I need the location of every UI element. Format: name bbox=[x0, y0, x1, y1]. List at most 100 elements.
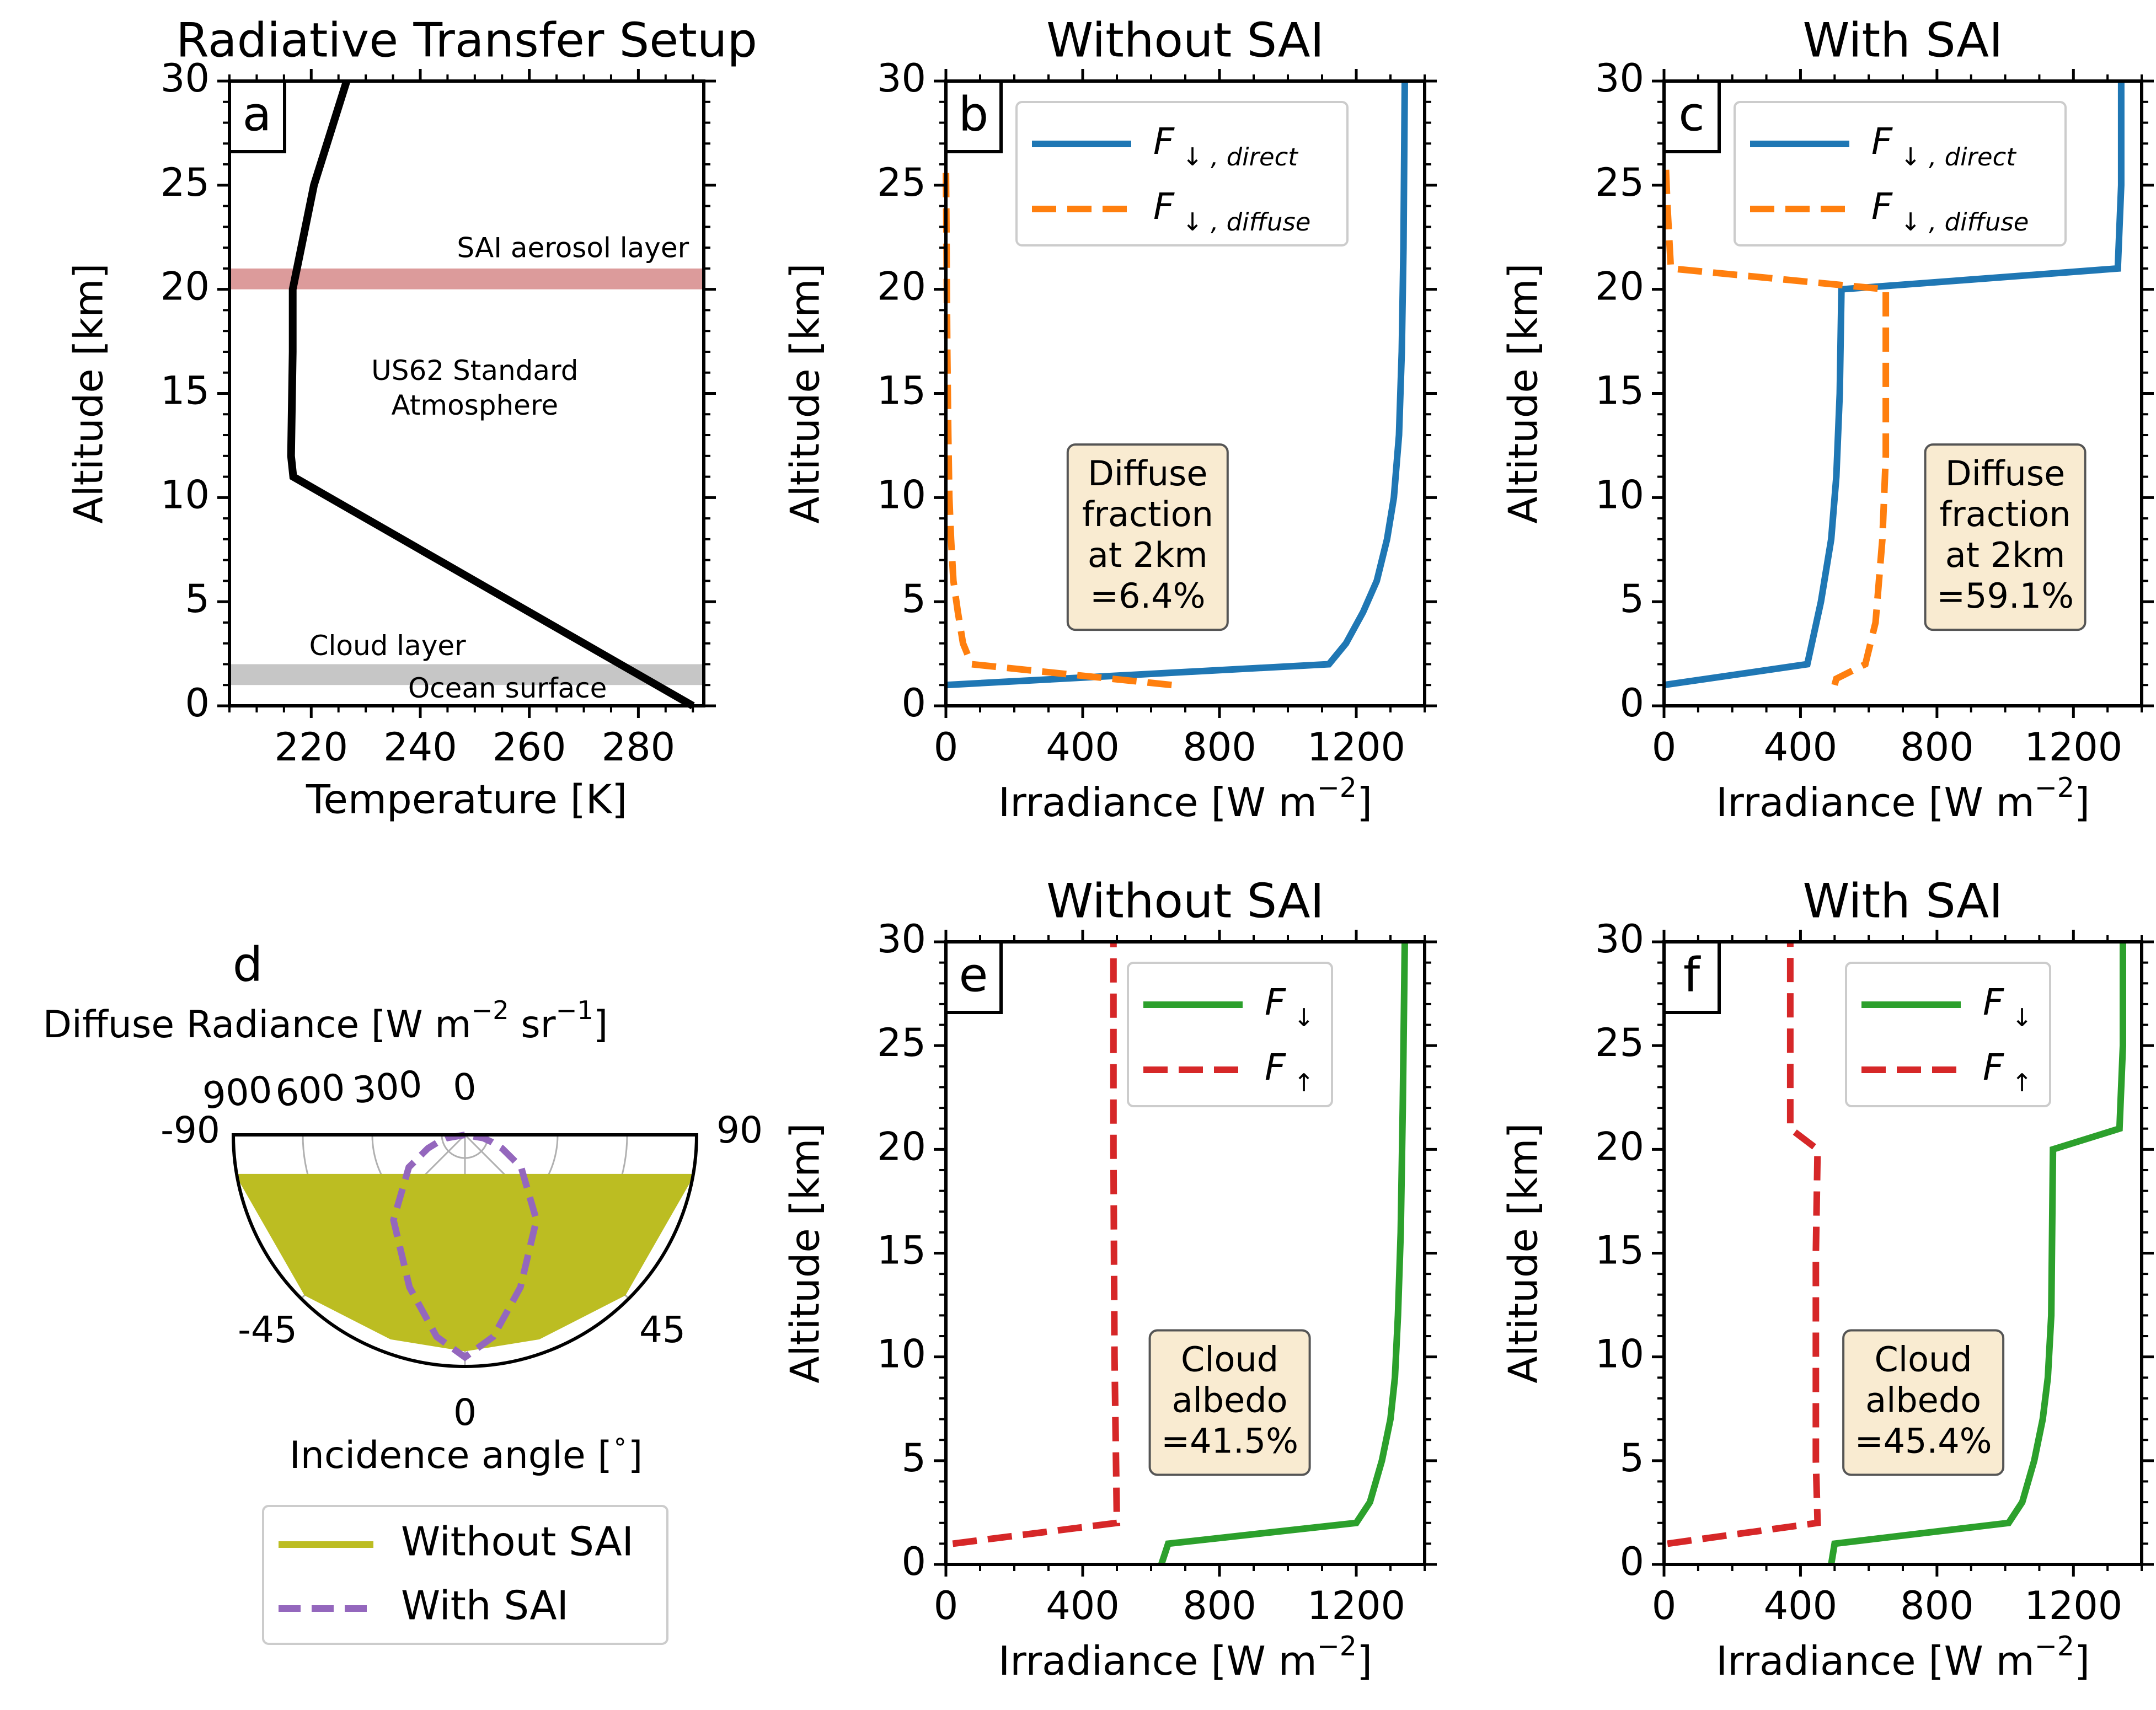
label-part: −2 bbox=[2035, 772, 2074, 803]
panel-title: Without SAI bbox=[1046, 13, 1324, 68]
y-tick-label: 5 bbox=[901, 576, 926, 621]
annotation-text: =59.1% bbox=[1936, 576, 2074, 616]
panel-letter: d bbox=[233, 937, 263, 992]
y-tick-label: 20 bbox=[1595, 264, 1644, 309]
label-part: Incidence angle [ bbox=[290, 1434, 612, 1477]
y-tick-label: 5 bbox=[185, 576, 210, 621]
cloud-layer-label: Cloud layer bbox=[309, 630, 467, 662]
series-line-f bbox=[1828, 942, 2126, 1565]
x-axis-label: Irradiance [W m−2] bbox=[998, 772, 1372, 825]
angle-tick-label: -90 bbox=[161, 1109, 220, 1151]
y-tick-label: 0 bbox=[901, 680, 926, 726]
label-part: Diffuse Radiance [W m bbox=[43, 1003, 472, 1047]
x-tick-label: 1200 bbox=[2024, 1583, 2122, 1628]
y-tick-label: 10 bbox=[1595, 472, 1644, 517]
annotation-text: albedo bbox=[1172, 1380, 1288, 1420]
x-tick-label: 0 bbox=[934, 725, 959, 770]
legend-label-base: F bbox=[1265, 1046, 1286, 1089]
radial-tick-label: 0 bbox=[451, 1065, 479, 1109]
legend-label: With SAI bbox=[401, 1583, 569, 1629]
radial-tick-label: 900 bbox=[201, 1068, 274, 1118]
y-tick-label: 20 bbox=[1595, 1124, 1644, 1169]
annotation-text: at 2km bbox=[1945, 535, 2066, 575]
legend-box bbox=[1734, 101, 2067, 246]
x-tick-label: 1200 bbox=[1307, 725, 1405, 770]
panel-title: With SAI bbox=[1803, 873, 2003, 929]
x-tick-label: 1200 bbox=[1307, 1583, 1405, 1628]
legend-box bbox=[1015, 101, 1349, 246]
y-axis-label: Altitude [km] bbox=[1500, 1123, 1547, 1383]
panel-c: 0 400 800 1200 0 5 10 15 20 25 30 With SAI Altitude … bbox=[1500, 13, 2154, 825]
x-tick-label: 800 bbox=[1900, 725, 1974, 770]
y-tick-label: 20 bbox=[161, 264, 210, 309]
y-tick-label: 30 bbox=[877, 916, 926, 962]
annotation-text: Diffuse bbox=[1945, 453, 2065, 494]
x-tick-label: 0 bbox=[1652, 725, 1677, 770]
legend-label-sub: ↓ bbox=[2004, 1003, 2032, 1032]
y-tick-label: 0 bbox=[1619, 680, 1644, 726]
y-tick-label: 25 bbox=[877, 160, 926, 205]
x-tick-label: 0 bbox=[1652, 1583, 1677, 1628]
legend-label: F ↓ bbox=[1265, 981, 1314, 1032]
x-tick-label: 800 bbox=[1183, 1583, 1256, 1628]
label-part: Irradiance [W m bbox=[1716, 1638, 2035, 1684]
x-axis-label: Irradiance [W m−2] bbox=[1716, 1631, 2090, 1684]
ocean-surface-label: Ocean surface bbox=[408, 672, 607, 704]
polar-series-line bbox=[390, 1132, 540, 1361]
panel-title: Without SAI bbox=[1046, 873, 1324, 929]
label-part: −2 bbox=[2035, 1631, 2074, 1662]
x-tick-label: 0 bbox=[934, 1583, 959, 1628]
y-tick-label: 10 bbox=[877, 1332, 926, 1377]
y-tick-label: 25 bbox=[1595, 1020, 1644, 1065]
x-axis-label: Temperature [K] bbox=[306, 776, 627, 823]
legend-label-sub: ↓ bbox=[1286, 1003, 1314, 1032]
y-tick-label: 25 bbox=[877, 1020, 926, 1065]
y-tick-label: 5 bbox=[1619, 576, 1644, 621]
y-tick-label: 5 bbox=[1619, 1435, 1644, 1481]
radial-tick-label: 300 bbox=[351, 1063, 424, 1112]
polar-frame bbox=[231, 1133, 699, 1368]
y-tick-label: 0 bbox=[1619, 1539, 1644, 1584]
x-tick-label: 220 bbox=[274, 725, 348, 770]
y-tick-label: 20 bbox=[877, 1124, 926, 1169]
panel-letter-box bbox=[944, 940, 1003, 1014]
x-tick-label: 280 bbox=[602, 725, 676, 770]
y-tick-label: 10 bbox=[1595, 1332, 1644, 1377]
x-axis-label: Irradiance [W m−2] bbox=[998, 1631, 1372, 1684]
legend-label: F ↑ bbox=[1983, 1046, 2032, 1097]
legend-label: F ↓ , direct bbox=[1153, 120, 1298, 171]
legend-label: F ↓ , direct bbox=[1871, 120, 2016, 171]
panel-letter: e bbox=[959, 947, 988, 1003]
legend-label: F ↓ , diffuse bbox=[1153, 185, 1310, 236]
x-axis-label: Irradiance [W m−2] bbox=[1716, 772, 2090, 825]
y-tick-label: 30 bbox=[1595, 916, 1644, 962]
panel-letter: b bbox=[959, 87, 989, 142]
annotation-text: fraction bbox=[1082, 494, 1213, 534]
y-axis-label: Altitude [km] bbox=[1500, 263, 1547, 523]
annotation-text: =6.4% bbox=[1090, 576, 1205, 616]
legend-label-base: F bbox=[1983, 1046, 2004, 1089]
label-part: ] bbox=[593, 1003, 608, 1047]
y-tick-label: 25 bbox=[161, 160, 210, 205]
legend-label-sub: ↑ bbox=[1286, 1068, 1314, 1097]
annotation-text: Cloud bbox=[1181, 1339, 1278, 1380]
annotation-text: Diffuse bbox=[1088, 453, 1207, 494]
label-part: −2 bbox=[471, 995, 509, 1025]
legend-label-sub: ↓ , direct bbox=[1892, 142, 2016, 171]
label-part: ] bbox=[2074, 779, 2090, 825]
panel-a: SAI aerosol layer Cloud layer Ocean surfac… bbox=[66, 13, 757, 822]
panel-letter: f bbox=[1683, 947, 1701, 1003]
y-tick-label: 0 bbox=[901, 1539, 926, 1584]
label-part: Irradiance [W m bbox=[1716, 779, 2035, 825]
y-tick-label: 10 bbox=[877, 472, 926, 517]
legend-label-base: F bbox=[1153, 120, 1175, 163]
legend-label-sub: ↓ , direct bbox=[1174, 142, 1298, 171]
x-tick-label: 800 bbox=[1183, 725, 1256, 770]
series-line-f bbox=[1667, 942, 1821, 1547]
label-part: ∘ bbox=[612, 1426, 628, 1456]
annotation-text: at 2km bbox=[1088, 535, 1208, 575]
panel-letter-box bbox=[228, 79, 286, 153]
annotation-text: =41.5% bbox=[1161, 1421, 1298, 1461]
series-line-fdiffuse bbox=[1662, 164, 1890, 686]
